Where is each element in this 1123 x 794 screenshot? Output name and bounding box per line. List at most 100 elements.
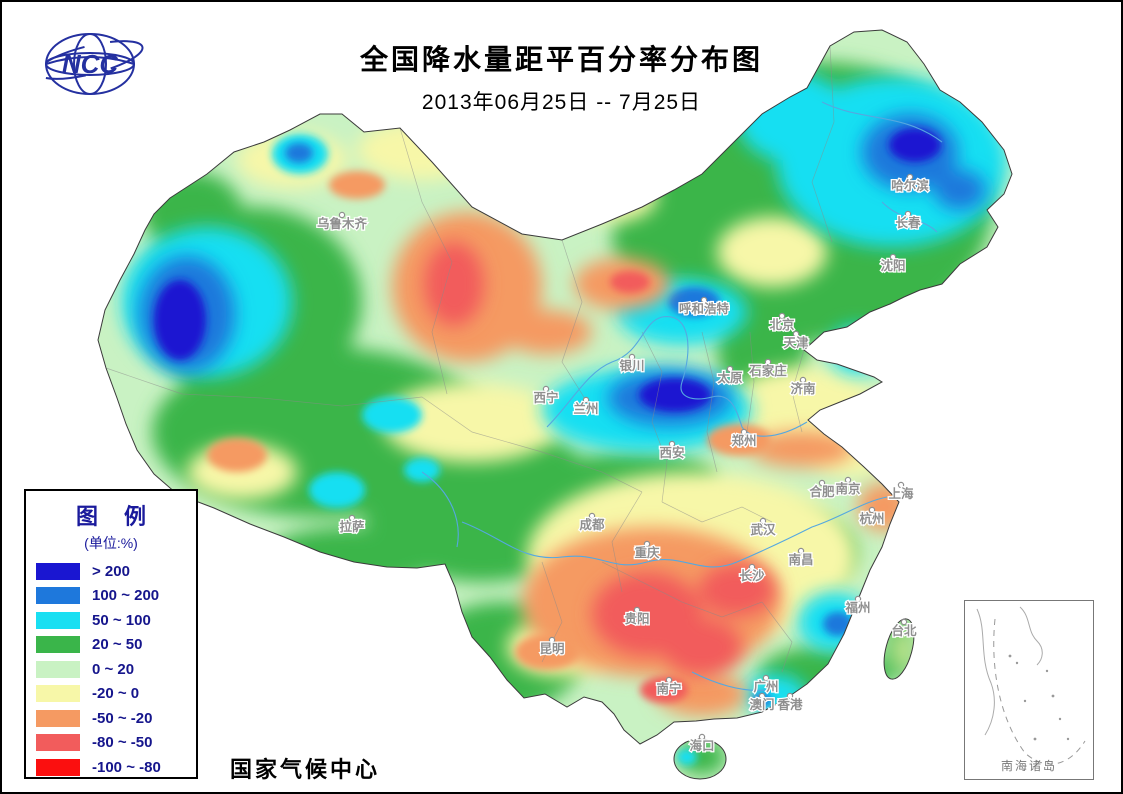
legend-item: > 200 <box>26 559 196 584</box>
city-marker <box>778 312 786 320</box>
city-label: 天津 <box>783 335 809 350</box>
city-label: 重庆 <box>634 545 660 560</box>
city-marker <box>740 428 748 436</box>
legend-box: 图 例 (单位:%) > 200 100 ~ 200 50 ~ 100 20 ~ 50… <box>24 489 198 779</box>
city-marker <box>797 547 805 555</box>
city-label: 台北 <box>891 623 917 638</box>
city-marker <box>643 540 651 548</box>
city-marker <box>542 385 550 393</box>
legend-item: -50 ~ -20 <box>26 706 196 731</box>
city-marker <box>854 595 862 603</box>
city-marker <box>764 358 772 366</box>
city-label: 太原 <box>717 370 743 385</box>
city-label: 南京 <box>835 481 861 496</box>
city-marker <box>868 506 876 514</box>
city-marker <box>844 476 852 484</box>
city-label: 银川 <box>619 358 644 373</box>
city-label: 西安 <box>659 445 684 460</box>
legend-item-label: -100 ~ -80 <box>92 758 161 776</box>
city-label: 澳门 <box>749 697 774 712</box>
legend-swatch <box>36 685 80 703</box>
city-marker <box>906 173 914 181</box>
city-marker <box>726 365 734 373</box>
city-label: 昆明 <box>539 641 564 656</box>
city-marker <box>700 296 708 304</box>
city-label: 西宁 <box>533 390 558 405</box>
city-marker <box>792 330 800 338</box>
legend-unit: (单位:%) <box>84 535 138 551</box>
city-label: 北京 <box>769 317 795 332</box>
city-label: 南昌 <box>788 552 813 567</box>
city-marker <box>759 517 767 525</box>
legend-swatch <box>36 709 80 727</box>
city-label: 长沙 <box>739 568 765 583</box>
legend-swatch <box>36 636 80 654</box>
city-label: 杭州 <box>859 511 884 526</box>
date-range: 2013年06月25日 -- 7月25日 <box>421 91 702 114</box>
city-label: 成都 <box>579 517 605 532</box>
legend-item-label: > 200 <box>92 562 130 580</box>
inset-label: 南海诸岛 <box>1000 759 1057 773</box>
city-label: 广州 <box>753 679 778 694</box>
legend-item: -80 ~ -50 <box>26 731 196 756</box>
source-label: 国家气候中心 <box>230 757 381 782</box>
legend-swatch <box>36 758 80 776</box>
rivers <box>421 101 943 691</box>
city-label: 福州 <box>844 600 870 615</box>
city-marker <box>582 396 590 404</box>
legend-item-label: -20 ~ 0 <box>92 685 140 703</box>
city-label: 武汉 <box>750 522 776 537</box>
city-marker <box>633 606 641 614</box>
city-marker <box>338 211 346 219</box>
city-label: 石家庄 <box>748 363 787 378</box>
city-marker <box>762 674 770 682</box>
legend-item-label: 50 ~ 100 <box>92 611 151 629</box>
legend-swatch <box>36 734 80 752</box>
legend-item-label: 0 ~ 20 <box>92 660 135 678</box>
city-label: 合肥 <box>809 484 835 499</box>
legend-swatch <box>36 587 80 605</box>
legend-item: 0 ~ 20 <box>26 657 196 682</box>
city-marker <box>665 676 673 684</box>
legend-title: 图 例 <box>75 504 157 529</box>
legend-item-label: 100 ~ 200 <box>92 587 160 605</box>
legend-item: 50 ~ 100 <box>26 608 196 633</box>
city-label: 长春 <box>895 215 921 230</box>
inset-map <box>976 606 1086 765</box>
legend-item: -20 ~ 0 <box>26 682 196 707</box>
taiwan-island <box>883 618 915 680</box>
city-marker <box>799 376 807 384</box>
city-marker <box>668 440 676 448</box>
legend-swatch <box>36 562 80 580</box>
province-borders <box>105 45 835 673</box>
city-label: 贵阳 <box>624 611 649 626</box>
inset-islands <box>1008 654 1070 741</box>
legend-item-label: -50 ~ -20 <box>92 709 153 727</box>
city-label: 拉萨 <box>339 519 365 534</box>
city-marker <box>786 692 794 700</box>
ncc-logo: NCC <box>36 33 144 95</box>
city-label: 海口 <box>689 738 714 753</box>
city-label: 济南 <box>790 381 816 396</box>
page-title: 全国降水量距平百分率分布图 <box>359 44 763 75</box>
legend-item: -100 ~ -80 <box>26 755 196 780</box>
city-marker <box>889 253 897 261</box>
city-label: 哈尔滨 <box>891 178 929 193</box>
city-label: 南宁 <box>656 681 681 696</box>
city-label: 香港 <box>776 697 803 712</box>
city-marker <box>758 692 766 700</box>
city-marker <box>748 563 756 571</box>
legend-item-label: 20 ~ 50 <box>92 636 143 654</box>
city-marker <box>698 733 706 741</box>
city-label: 上海 <box>888 486 914 501</box>
city-marker <box>897 481 905 489</box>
city-label: 郑州 <box>731 433 756 448</box>
legend-item: 20 ~ 50 <box>26 633 196 658</box>
city-marker <box>348 514 356 522</box>
city-marker <box>588 512 596 520</box>
city-marker <box>900 618 908 626</box>
legend-swatch <box>36 660 80 678</box>
